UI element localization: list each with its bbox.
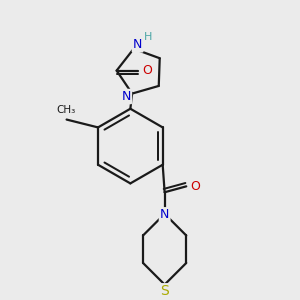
Text: N: N bbox=[133, 38, 142, 51]
Text: N: N bbox=[122, 90, 131, 103]
Text: CH₃: CH₃ bbox=[56, 105, 75, 115]
Text: N: N bbox=[160, 208, 169, 221]
Text: O: O bbox=[190, 180, 200, 193]
Text: S: S bbox=[160, 284, 169, 298]
Text: O: O bbox=[142, 64, 152, 77]
Text: H: H bbox=[144, 32, 153, 42]
